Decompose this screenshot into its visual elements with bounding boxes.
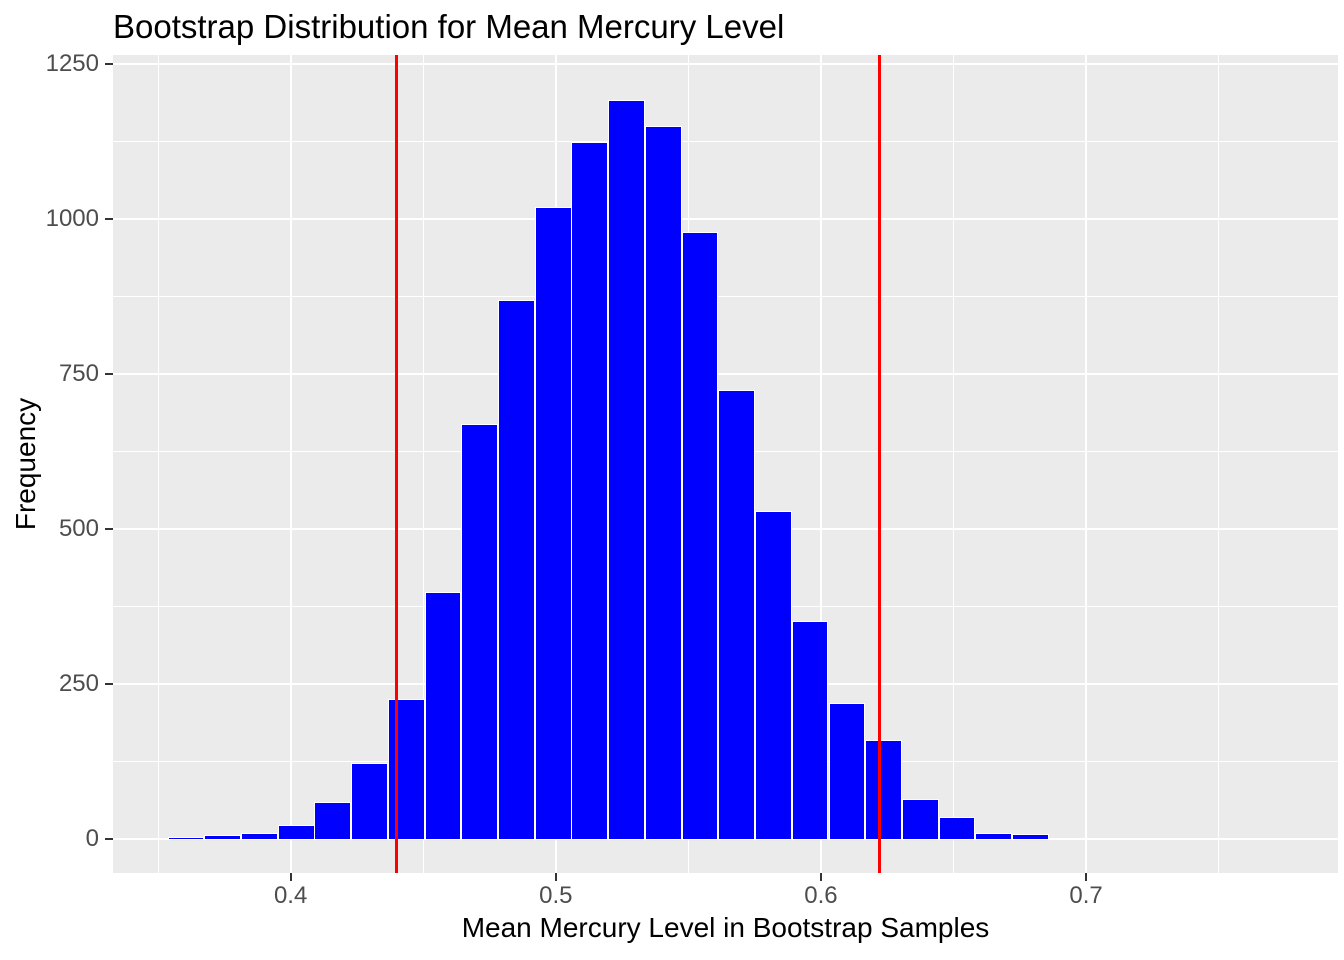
y-major-gridline [113,218,1338,221]
histogram-bar [387,699,425,839]
histogram-bar [718,390,755,839]
histogram-bar [1232,837,1270,839]
x-tick-mark [819,873,822,881]
histogram-bar [791,620,829,839]
x-minor-gridline [953,55,955,873]
histogram-bar [461,423,499,839]
histogram-bar [571,142,609,839]
y-minor-gridline [113,296,1338,298]
histogram-bar [534,207,572,839]
histogram-bar [865,739,902,839]
y-tick-label: 500 [58,515,99,543]
y-minor-gridline [113,141,1338,143]
y-tick-mark [105,218,113,221]
histogram-bar [755,511,792,839]
y-tick-mark [105,682,113,685]
y-tick-mark [105,373,113,376]
histogram-bar [241,832,278,839]
histogram-bar [1012,833,1049,839]
histogram-bar [424,591,462,839]
ci-bound-line [877,55,881,873]
histogram-bar [938,817,976,839]
y-tick-mark [105,528,113,531]
ci-bound-line [395,55,399,873]
x-tick-label: 0.6 [804,882,838,909]
x-minor-gridline [422,55,424,873]
y-tick-label: 750 [58,360,99,388]
y-major-gridline [113,63,1338,66]
y-tick-mark [105,63,113,66]
x-tick-mark [289,873,292,881]
x-tick-label: 0.4 [273,882,308,909]
histogram-bar [608,99,645,839]
histogram-bar [497,300,535,839]
x-tick-label: 0.7 [1069,882,1103,909]
x-axis-title: Mean Mercury Level in Bootstrap Samples [461,912,990,943]
y-axis-title: Frequency [10,397,41,531]
x-minor-gridline [157,55,159,873]
histogram-bar [351,763,389,839]
x-major-gridline [1085,55,1088,873]
x-tick-label: 0.5 [539,882,573,909]
y-major-gridline [113,373,1338,376]
x-tick-mark [1085,873,1088,881]
plot-panel [113,55,1338,873]
histogram-bar [277,824,315,839]
histogram-bar [681,232,719,839]
histogram-bar [204,835,242,839]
x-minor-gridline [1218,55,1220,873]
y-tick-label: 0 [85,824,99,852]
y-tick-label: 1250 [45,50,99,78]
y-major-gridline [113,837,1338,840]
histogram-bar [644,125,682,839]
plot-title: Bootstrap Distribution for Mean Mercury … [113,8,785,45]
x-tick-mark [554,873,557,881]
histogram-bar [902,799,939,839]
histogram-bar [167,837,205,839]
histogram-bar [828,702,866,839]
y-tick-label: 1000 [45,205,99,233]
y-tick-mark [105,837,113,840]
y-tick-label: 250 [58,669,99,697]
histogram-bar [975,833,1013,839]
histogram-bar [314,801,352,839]
x-major-gridline [289,55,292,873]
x-major-gridline [819,55,822,873]
